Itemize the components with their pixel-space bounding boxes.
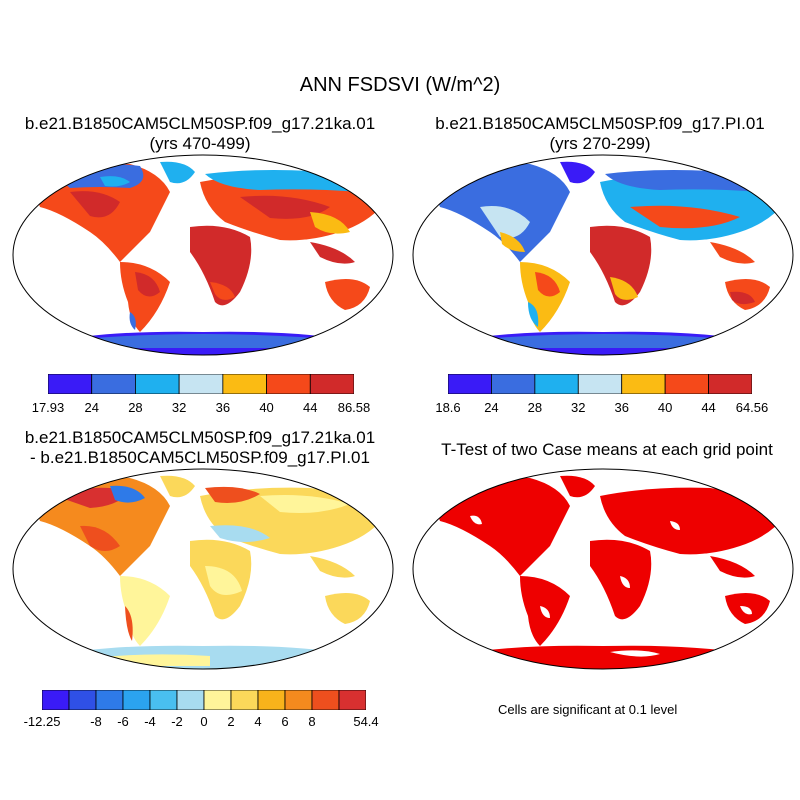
- colorbar-case2-tick: 24: [484, 400, 499, 415]
- colorbar-case1-swatch: [91, 374, 136, 394]
- ttest-title: T-Test of two Case means at each grid po…: [441, 440, 773, 459]
- colorbar-diff-swatch: [203, 690, 232, 710]
- colorbar-diff-swatch: [311, 690, 340, 710]
- colorbar-diff-swatch: [257, 690, 286, 710]
- colorbar-case2: [448, 374, 752, 394]
- colorbar-case1-labels: 17.93 24 28 32 36 40 44 86.58: [32, 400, 371, 418]
- colorbar-diff-tick: 0: [200, 714, 208, 729]
- colorbar-case1-swatch: [266, 374, 311, 394]
- colorbar-diff-swatch: [149, 690, 178, 710]
- colorbar-case2-labels: 18.6 24 28 32 36 40 44 64.56: [435, 400, 768, 418]
- colorbar-case1-tick: 28: [128, 400, 143, 415]
- colorbar-diff-swatch: [42, 690, 70, 710]
- colorbar-case1-swatch: [48, 374, 93, 394]
- colorbar-case2-tick: 18.6: [435, 400, 461, 415]
- map-case1-fill: [13, 155, 393, 355]
- colorbar-case2-swatch: [621, 374, 666, 394]
- colorbar-diff-tick: -2: [171, 714, 183, 729]
- diff-subtitle: - b.e21.B1850CAM5CLM50SP.f09_g17.PI.01: [30, 448, 370, 467]
- colorbar-case1-tick: 36: [215, 400, 231, 415]
- main-title: ANN FSDSVI (W/m^2): [299, 74, 501, 96]
- colorbar-case2-tick: 64.56: [735, 400, 769, 415]
- colorbar-case2-tick: 28: [527, 400, 543, 415]
- colorbar-diff-swatch: [176, 690, 205, 710]
- colorbar-diff-tick: -12.25: [23, 714, 61, 729]
- map-case1: [12, 154, 394, 356]
- colorbar-diff-tick: 6: [281, 714, 289, 729]
- colorbar-diff-tick: -6: [117, 714, 129, 729]
- case2-subtitle: (yrs 270-299): [549, 134, 651, 153]
- colorbar-diff-tick: 4: [254, 714, 262, 729]
- colorbar-diff-labels: -12.25 -8 -6 -4 -2 0 2 4 6 8 54.4: [24, 714, 379, 732]
- colorbar-case1-tick: 17.93: [31, 400, 65, 415]
- colorbar-case2-tick: 36: [614, 400, 629, 415]
- colorbar-diff-swatch: [230, 690, 259, 710]
- colorbar-case2-swatch: [448, 374, 492, 394]
- map-ttest-border: [412, 468, 794, 670]
- colorbar-case1-tick: 32: [171, 400, 187, 415]
- colorbar-case1-swatch: [178, 374, 224, 394]
- case1-title: b.e21.B1850CAM5CLM50SP.f09_g17.21ka.01: [24, 114, 376, 133]
- colorbar-case2-swatch: [577, 374, 623, 394]
- colorbar-diff-tick: -4: [144, 714, 156, 729]
- colorbar-diff-tick: 54.4: [353, 714, 379, 729]
- colorbar-case2-tick: 32: [571, 400, 586, 415]
- colorbar-case1-tick: 44: [303, 400, 318, 415]
- colorbar-diff-tick: 8: [308, 714, 316, 729]
- colorbar-diff-swatch: [284, 690, 313, 710]
- colorbar-diff-swatch: [338, 690, 366, 710]
- colorbar-diff-tick: 2: [227, 714, 235, 729]
- map-case2-border: [412, 154, 794, 356]
- map-case1-border: [12, 154, 394, 356]
- colorbar-case1-tick: 86.58: [337, 400, 371, 415]
- colorbar-diff-tick: -8: [90, 714, 102, 729]
- map-ttest: [412, 468, 794, 670]
- diff-title: b.e21.B1850CAM5CLM50SP.f09_g17.21ka.01: [24, 428, 376, 447]
- map-diff: [12, 468, 394, 670]
- colorbar-case2-swatch: [664, 374, 709, 394]
- colorbar-case2-tick: 40: [657, 400, 673, 415]
- map-diff-border: [12, 468, 394, 670]
- map-case2-fill: [413, 155, 793, 355]
- colorbar-case1-tick: 24: [84, 400, 99, 415]
- colorbar-case1-swatch: [309, 374, 354, 394]
- case1-subtitle: (yrs 470-499): [149, 134, 251, 153]
- map-diff-fill: [13, 469, 393, 669]
- colorbar-diff-swatch: [122, 690, 151, 710]
- colorbar-case2-tick: 44: [701, 400, 716, 415]
- ttest-note: Cells are significant at 0.1 level: [498, 702, 678, 717]
- colorbar-case1: [48, 374, 354, 394]
- colorbar-case1-swatch: [135, 374, 180, 394]
- map-case2: [412, 154, 794, 356]
- colorbar-case1-swatch: [222, 374, 267, 394]
- colorbar-case1-tick: 40: [259, 400, 274, 415]
- colorbar-diff-swatch: [95, 690, 124, 710]
- colorbar-diff-swatch: [68, 690, 97, 710]
- colorbar-case2-swatch: [708, 374, 752, 394]
- colorbar-case2-swatch: [491, 374, 536, 394]
- colorbar-case2-swatch: [534, 374, 579, 394]
- case2-title: b.e21.B1850CAM5CLM50SP.f09_g17.PI.01: [435, 114, 765, 133]
- map-ttest-fill: [413, 469, 793, 669]
- colorbar-diff: [42, 690, 366, 710]
